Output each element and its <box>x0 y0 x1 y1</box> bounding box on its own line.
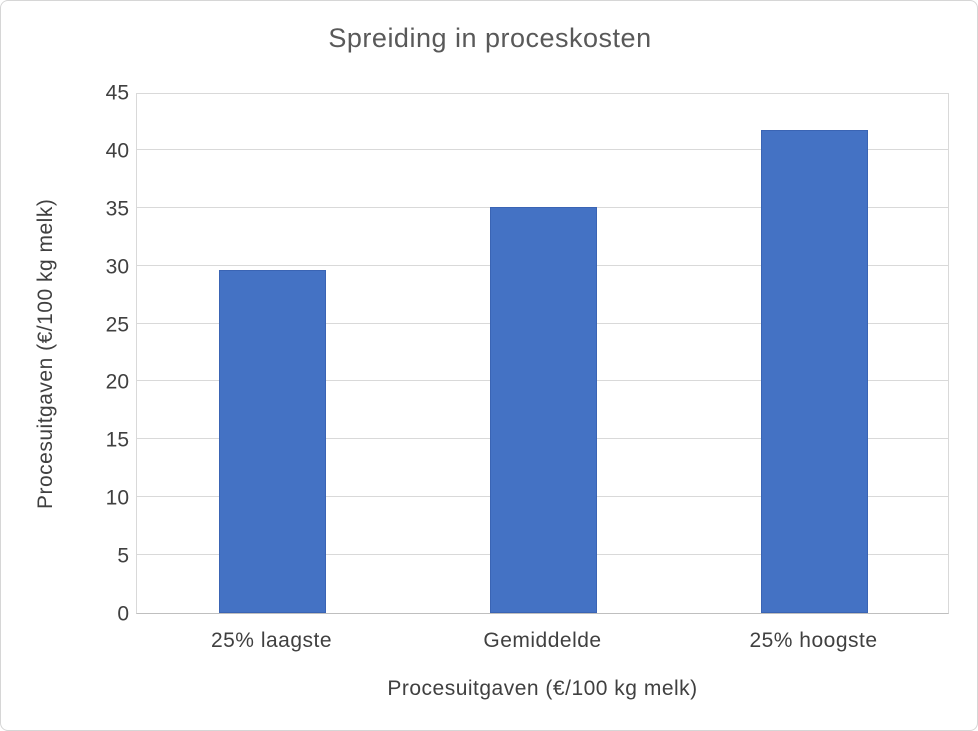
x-axis-title: Procesuitgaven (€/100 kg melk) <box>387 677 698 700</box>
y-axis-title: Procesuitgaven (€/100 kg melk) <box>34 198 57 509</box>
bar-25-hoogste <box>761 130 868 613</box>
y-tick-label: 45 <box>105 81 129 105</box>
y-tick-label: 10 <box>105 486 129 510</box>
y-tick-label: 40 <box>105 139 129 163</box>
y-tick-label: 0 <box>117 602 129 626</box>
x-category-label: Gemiddelde <box>483 629 602 652</box>
chart-title: Spreiding in proceskosten <box>328 23 652 53</box>
y-tick-label: 20 <box>105 370 129 394</box>
y-tick-label: 30 <box>105 255 129 279</box>
x-category-label: 25% hoogste <box>749 629 878 652</box>
plot-area <box>136 93 949 614</box>
x-category-label: 25% laagste <box>210 629 333 652</box>
y-tick-label: 15 <box>105 428 129 452</box>
y-tick-label: 35 <box>105 197 129 221</box>
gridline <box>137 148 948 150</box>
y-tick-label: 5 <box>117 544 129 568</box>
bar-gemiddelde <box>490 206 597 613</box>
bar-25-laagste <box>219 270 326 613</box>
y-tick-label: 25 <box>105 313 129 337</box>
